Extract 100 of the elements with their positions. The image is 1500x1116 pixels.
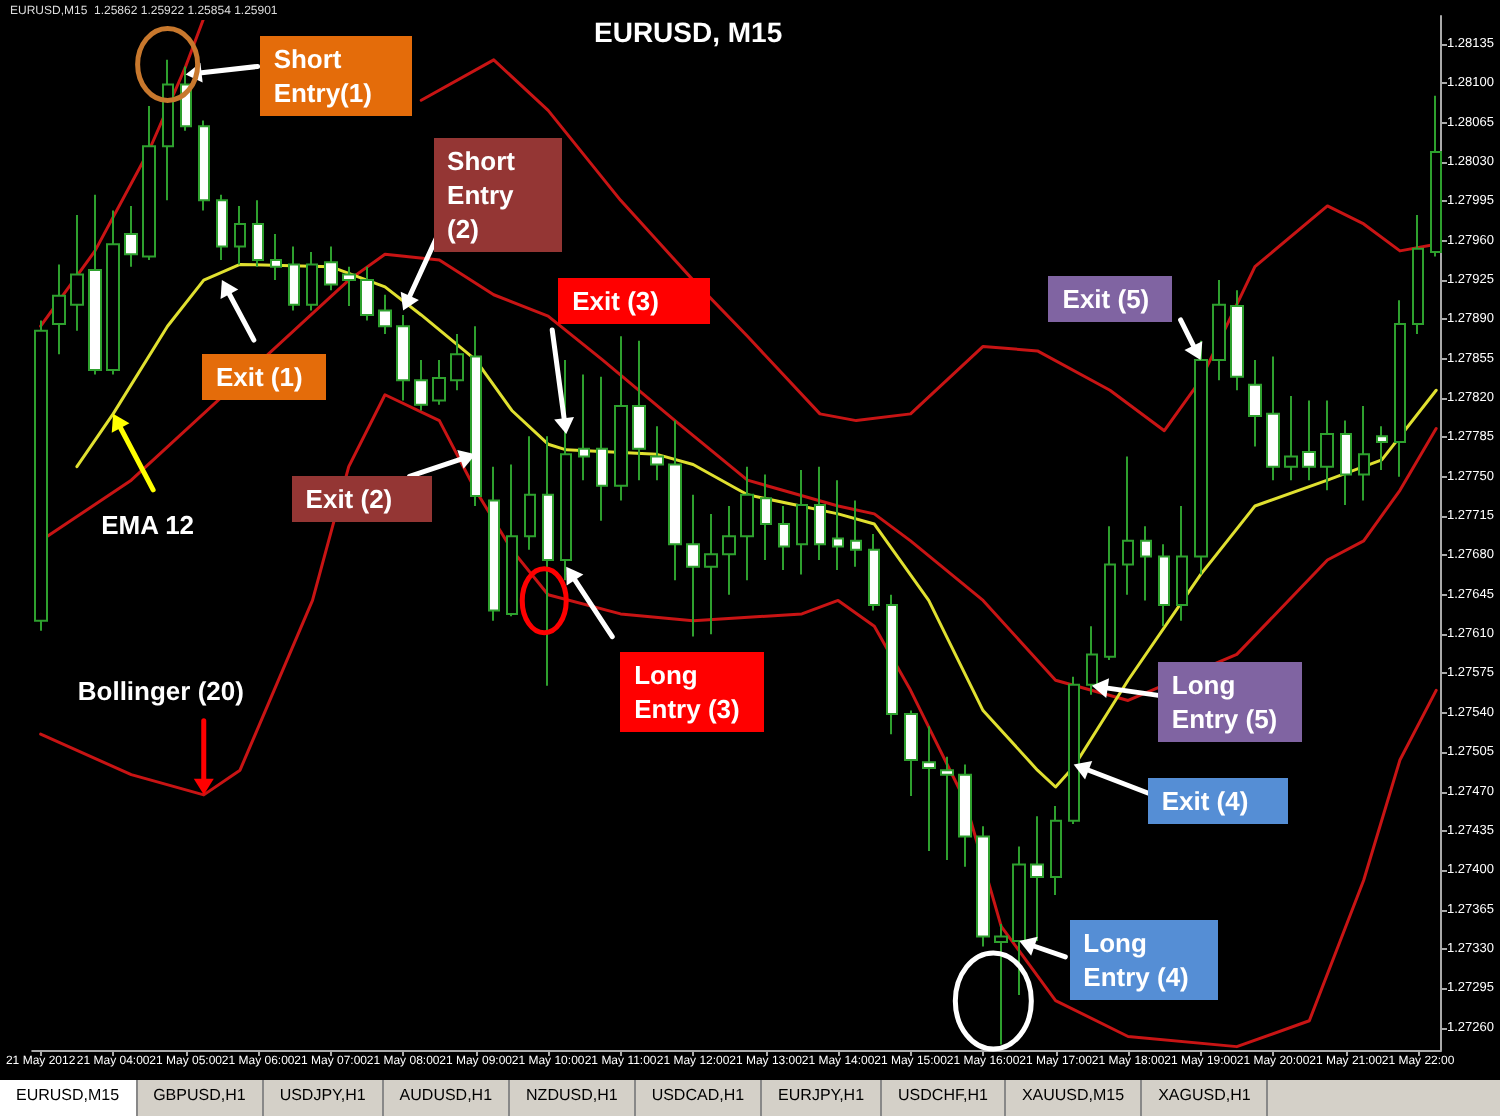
annotation: Bollinger (20)	[75, 673, 246, 710]
candlestick	[124, 204, 138, 268]
candlestick	[270, 233, 282, 282]
text: USDCHF,H1	[882, 1080, 1006, 1116]
candlestick	[324, 245, 338, 292]
annotation: EMA 12	[99, 508, 197, 545]
candlestick	[668, 419, 682, 582]
annotation: Long Entry (4)	[1069, 920, 1218, 1001]
candlestick	[1412, 213, 1424, 336]
candlestick	[34, 319, 48, 632]
line-series	[39, 393, 1438, 1049]
candlestick	[396, 313, 410, 402]
chart-title: EURUSD, M15	[594, 16, 783, 48]
annotation: Exit (3)	[558, 277, 711, 324]
candlestick	[1012, 845, 1026, 996]
candlestick	[1266, 355, 1280, 482]
candlestick	[360, 265, 374, 322]
candlestick	[1248, 358, 1262, 448]
candlestick	[1050, 805, 1062, 896]
annotation: Short Entry (2)	[433, 137, 562, 252]
candlestick	[704, 512, 718, 636]
candlestick	[614, 335, 628, 502]
candlestick	[1140, 525, 1152, 602]
candlestick	[994, 923, 1008, 1046]
candlestick	[886, 593, 898, 736]
candlestick	[760, 473, 772, 561]
candlestick	[1376, 425, 1388, 472]
candlestick	[450, 333, 464, 392]
candlestick	[198, 119, 210, 212]
annotation: Exit (2)	[291, 475, 432, 522]
candlestick	[506, 463, 518, 618]
candlestick	[1176, 505, 1188, 622]
candlestick	[1284, 394, 1298, 482]
candlestick	[796, 469, 808, 576]
candlestick	[904, 709, 918, 797]
text: XAGUSD,H1	[1142, 1080, 1269, 1116]
text: GBPUSD,H1	[137, 1080, 264, 1116]
line-series	[75, 262, 1438, 789]
text: USDJPY,H1	[263, 1080, 384, 1116]
candlestick	[722, 505, 736, 596]
candlestick	[142, 104, 156, 261]
candlestick	[940, 755, 954, 862]
annotation: Long Entry (3)	[620, 652, 765, 733]
candlestick	[378, 293, 392, 336]
candlestick	[216, 193, 228, 261]
text: EURUSD,M15	[0, 1080, 138, 1116]
candlestick	[578, 373, 590, 482]
annotation: Long Entry (5)	[1157, 661, 1302, 742]
candlestick	[432, 358, 446, 406]
candlestick	[488, 465, 500, 622]
candlestick	[1212, 279, 1226, 382]
candlestick	[1394, 299, 1406, 478]
candlestick	[1122, 455, 1134, 596]
candlestick	[1358, 405, 1370, 502]
candlestick	[470, 325, 482, 508]
text: EURJPY,H1	[762, 1080, 883, 1116]
candlestick	[70, 213, 84, 332]
candlestick	[1104, 525, 1116, 661]
candlestick	[524, 435, 536, 551]
candlestick	[252, 199, 264, 268]
candlestick	[922, 725, 936, 853]
candlestick	[686, 493, 700, 638]
candlestick	[560, 358, 572, 582]
candlestick	[1302, 399, 1316, 482]
candlestick	[868, 533, 880, 612]
candlestick	[1068, 675, 1080, 826]
annotation: Exit (1)	[201, 353, 326, 400]
candlestick	[288, 245, 300, 312]
candlestick	[1030, 815, 1044, 942]
candlestick	[958, 763, 972, 868]
candlestick	[740, 465, 754, 582]
candlestick	[162, 58, 174, 202]
candlestick	[814, 465, 826, 561]
text: AUDUSD,H1	[383, 1080, 511, 1116]
candlestick	[106, 209, 120, 376]
candlestick	[650, 425, 664, 482]
candlestick	[414, 358, 428, 412]
annotation: Exit (5)	[1048, 276, 1173, 323]
candlestick	[542, 435, 554, 687]
candlestick	[1230, 289, 1244, 392]
candlestick	[1340, 419, 1352, 506]
annotation: Short Entry(1)	[259, 36, 412, 117]
candlestick	[778, 505, 790, 572]
candlestick	[1320, 399, 1334, 492]
text: USDCAD,H1	[635, 1080, 763, 1116]
annotation: Exit (4)	[1147, 777, 1288, 824]
candlestick	[850, 499, 862, 568]
candlestick	[1086, 625, 1098, 696]
text: XAUUSD,M15	[1005, 1080, 1143, 1116]
candlestick	[342, 265, 356, 307]
candlestick	[1158, 543, 1170, 628]
text: NZDUSD,H1	[510, 1080, 636, 1116]
candlestick	[632, 339, 646, 482]
candlestick	[596, 375, 608, 522]
candlestick	[306, 251, 318, 312]
candlestick	[88, 193, 102, 376]
candlestick	[234, 204, 246, 266]
candlestick	[832, 479, 844, 572]
candlestick	[52, 263, 66, 356]
candlestick	[1194, 339, 1208, 576]
